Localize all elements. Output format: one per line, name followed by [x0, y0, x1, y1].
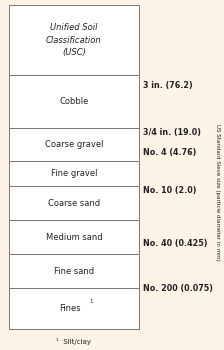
- Text: No. 4 (4.76): No. 4 (4.76): [143, 148, 197, 157]
- Text: US Standard Sieve size (particle diameter in mm): US Standard Sieve size (particle diamete…: [215, 124, 220, 261]
- Bar: [9, 254, 139, 288]
- Text: ¹  Silt/clay: ¹ Silt/clay: [56, 338, 91, 345]
- Text: 1: 1: [89, 299, 93, 304]
- Text: Coarse gravel: Coarse gravel: [45, 140, 103, 149]
- Text: Fine sand: Fine sand: [54, 267, 94, 276]
- Bar: [9, 186, 139, 220]
- Bar: [9, 76, 139, 127]
- Bar: [9, 288, 139, 329]
- Text: No. 200 (0.075): No. 200 (0.075): [143, 284, 213, 293]
- Text: Cobble: Cobble: [59, 97, 89, 106]
- Text: Medium sand: Medium sand: [46, 233, 102, 242]
- Text: Unified Soil
Classification
(USC): Unified Soil Classification (USC): [46, 23, 102, 57]
- Text: No. 40 (0.425): No. 40 (0.425): [143, 239, 208, 248]
- Bar: [9, 5, 139, 76]
- Text: No. 10 (2.0): No. 10 (2.0): [143, 186, 197, 195]
- Text: 3 in. (76.2): 3 in. (76.2): [143, 81, 193, 90]
- Bar: [9, 220, 139, 254]
- Bar: [9, 127, 139, 161]
- Text: 3/4 in. (19.0): 3/4 in. (19.0): [143, 128, 201, 138]
- Text: Fine gravel: Fine gravel: [51, 169, 97, 178]
- Text: Fines: Fines: [59, 304, 80, 313]
- Text: Coarse sand: Coarse sand: [48, 199, 100, 208]
- Bar: [9, 161, 139, 186]
